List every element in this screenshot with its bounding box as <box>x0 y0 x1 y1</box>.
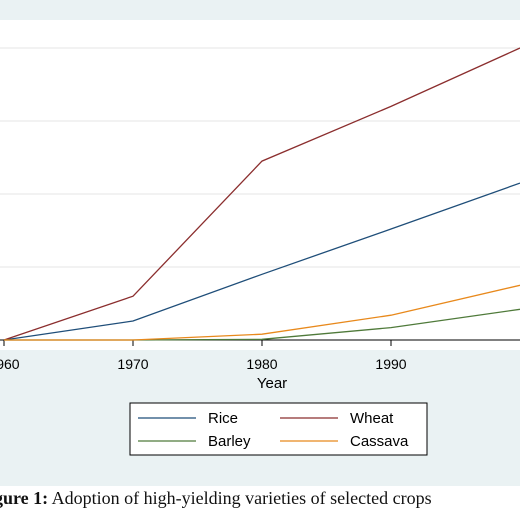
x-tick-label: 1960 <box>0 356 20 372</box>
series-line-wheat <box>3 47 520 341</box>
x-tick-label: 1970 <box>117 356 148 372</box>
legend-label-cassava: Cassava <box>350 433 409 450</box>
caption-label: Figure 1: <box>0 488 49 508</box>
x-tick-label: 1990 <box>375 356 406 372</box>
plot-area <box>0 20 520 350</box>
figure-caption: Figure 1: Adoption of high-yielding vari… <box>0 488 520 514</box>
series-lines <box>3 47 520 341</box>
series-line-cassava <box>4 284 520 341</box>
gridlines <box>0 47 520 268</box>
legend-box <box>129 402 428 456</box>
legend-label-rice: Rice <box>208 410 238 427</box>
x-tick-label: 1980 <box>246 356 277 372</box>
caption-text: Adoption of high-yielding varieties of s… <box>51 488 432 508</box>
legend-label-barley: Barley <box>208 433 251 450</box>
legend: Rice Wheat Barley Cassava <box>138 410 409 450</box>
x-axis-title: Year <box>257 375 287 392</box>
legend-label-wheat: Wheat <box>350 410 394 427</box>
x-axis-ticks: 1960 1970 1980 1990 <box>0 340 407 372</box>
series-line-rice <box>3 182 520 341</box>
